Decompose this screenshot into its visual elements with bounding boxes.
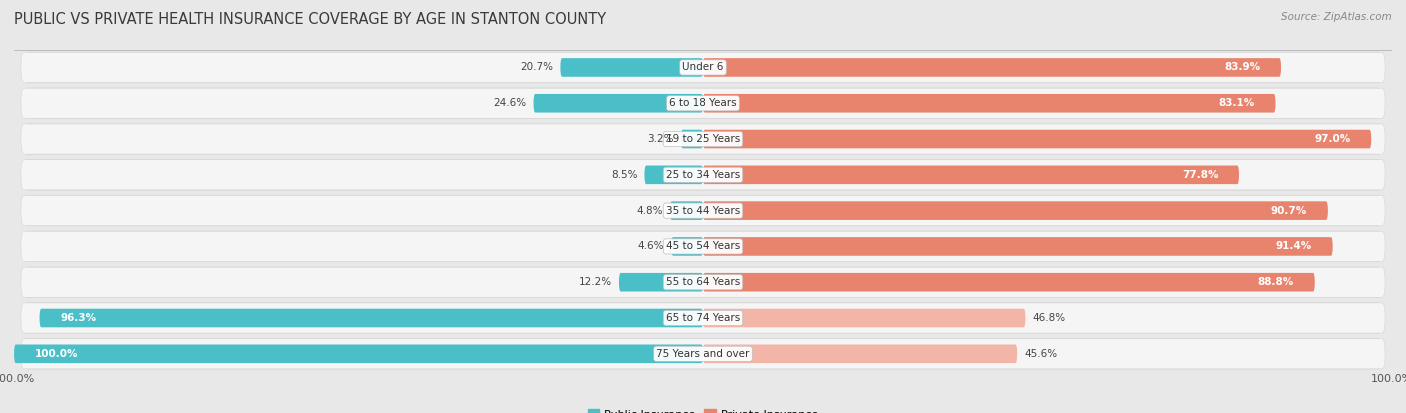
Text: 8.5%: 8.5% xyxy=(612,170,637,180)
FancyBboxPatch shape xyxy=(21,52,1385,83)
Text: Source: ZipAtlas.com: Source: ZipAtlas.com xyxy=(1281,12,1392,22)
Text: 45 to 54 Years: 45 to 54 Years xyxy=(666,242,740,252)
Text: 91.4%: 91.4% xyxy=(1275,242,1312,252)
FancyBboxPatch shape xyxy=(644,166,703,184)
FancyBboxPatch shape xyxy=(671,237,703,256)
FancyBboxPatch shape xyxy=(21,88,1385,118)
Text: 77.8%: 77.8% xyxy=(1182,170,1219,180)
Text: 90.7%: 90.7% xyxy=(1271,206,1308,216)
FancyBboxPatch shape xyxy=(24,159,1382,190)
FancyBboxPatch shape xyxy=(703,94,1275,113)
Text: 6 to 18 Years: 6 to 18 Years xyxy=(669,98,737,108)
FancyBboxPatch shape xyxy=(21,267,1385,297)
FancyBboxPatch shape xyxy=(24,231,1382,262)
Text: 100.0%: 100.0% xyxy=(35,349,79,359)
FancyBboxPatch shape xyxy=(703,58,1281,77)
Text: 3.2%: 3.2% xyxy=(648,134,673,144)
Text: 83.1%: 83.1% xyxy=(1219,98,1254,108)
FancyBboxPatch shape xyxy=(21,124,1385,154)
Text: 24.6%: 24.6% xyxy=(494,98,527,108)
FancyBboxPatch shape xyxy=(14,344,703,363)
FancyBboxPatch shape xyxy=(39,309,703,328)
FancyBboxPatch shape xyxy=(703,237,1333,256)
FancyBboxPatch shape xyxy=(703,273,1315,292)
Text: 88.8%: 88.8% xyxy=(1258,277,1294,287)
FancyBboxPatch shape xyxy=(703,344,1017,363)
Text: 55 to 64 Years: 55 to 64 Years xyxy=(666,277,740,287)
FancyBboxPatch shape xyxy=(24,338,1382,370)
Text: 4.6%: 4.6% xyxy=(638,242,665,252)
FancyBboxPatch shape xyxy=(561,58,703,77)
FancyBboxPatch shape xyxy=(21,231,1385,261)
FancyBboxPatch shape xyxy=(681,130,703,148)
Text: 75 Years and over: 75 Years and over xyxy=(657,349,749,359)
Text: PUBLIC VS PRIVATE HEALTH INSURANCE COVERAGE BY AGE IN STANTON COUNTY: PUBLIC VS PRIVATE HEALTH INSURANCE COVER… xyxy=(14,12,606,27)
Text: 83.9%: 83.9% xyxy=(1225,62,1260,72)
FancyBboxPatch shape xyxy=(24,123,1382,155)
FancyBboxPatch shape xyxy=(21,160,1385,190)
Text: 45.6%: 45.6% xyxy=(1024,349,1057,359)
Text: 35 to 44 Years: 35 to 44 Years xyxy=(666,206,740,216)
Text: 46.8%: 46.8% xyxy=(1032,313,1066,323)
Text: 97.0%: 97.0% xyxy=(1315,134,1351,144)
Text: 4.8%: 4.8% xyxy=(637,206,664,216)
FancyBboxPatch shape xyxy=(703,201,1327,220)
FancyBboxPatch shape xyxy=(669,201,703,220)
FancyBboxPatch shape xyxy=(21,196,1385,225)
FancyBboxPatch shape xyxy=(21,303,1385,333)
Text: 25 to 34 Years: 25 to 34 Years xyxy=(666,170,740,180)
FancyBboxPatch shape xyxy=(533,94,703,113)
FancyBboxPatch shape xyxy=(703,166,1239,184)
Legend: Public Insurance, Private Insurance: Public Insurance, Private Insurance xyxy=(583,405,823,413)
FancyBboxPatch shape xyxy=(24,302,1382,334)
FancyBboxPatch shape xyxy=(24,266,1382,298)
FancyBboxPatch shape xyxy=(24,88,1382,119)
Text: 65 to 74 Years: 65 to 74 Years xyxy=(666,313,740,323)
FancyBboxPatch shape xyxy=(619,273,703,292)
Text: 19 to 25 Years: 19 to 25 Years xyxy=(666,134,740,144)
FancyBboxPatch shape xyxy=(24,195,1382,226)
Text: 20.7%: 20.7% xyxy=(520,62,554,72)
FancyBboxPatch shape xyxy=(21,339,1385,369)
FancyBboxPatch shape xyxy=(703,309,1025,328)
Text: Under 6: Under 6 xyxy=(682,62,724,72)
FancyBboxPatch shape xyxy=(24,52,1382,83)
FancyBboxPatch shape xyxy=(703,130,1371,148)
Text: 12.2%: 12.2% xyxy=(579,277,612,287)
Text: 96.3%: 96.3% xyxy=(60,313,97,323)
